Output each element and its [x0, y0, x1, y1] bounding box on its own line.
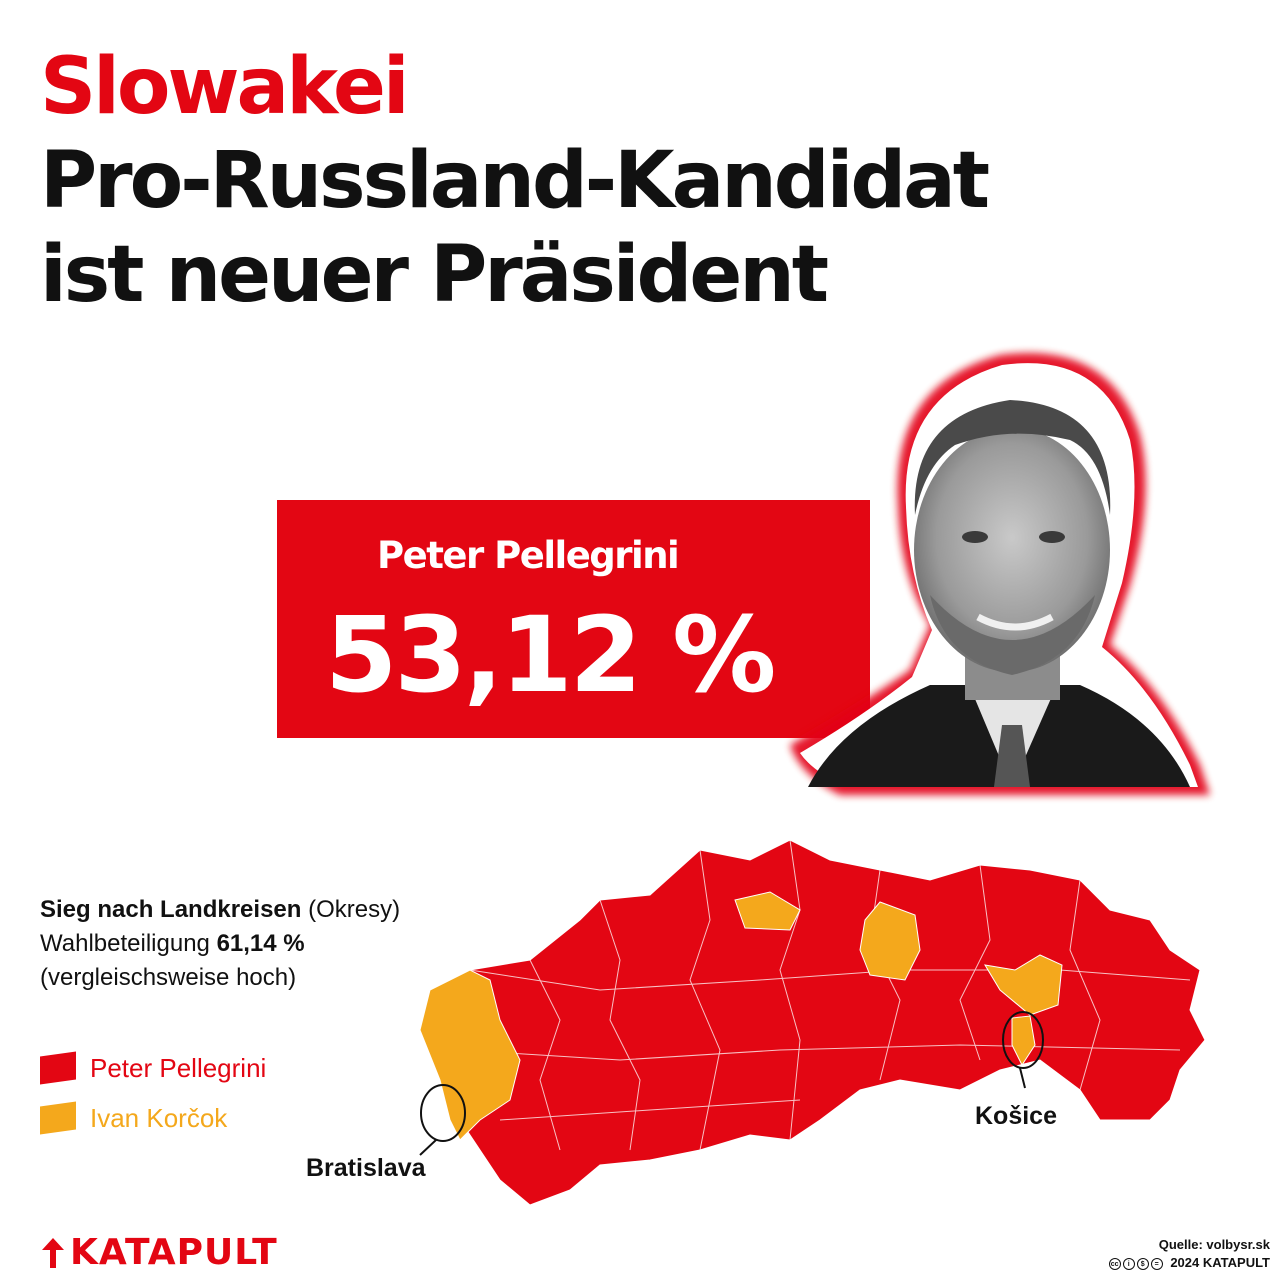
slovakia-district-map: [419, 839, 1206, 1206]
headline-kicker: Slowakei: [40, 42, 410, 132]
city-label-bratislava: Bratislava: [306, 1154, 426, 1182]
map-korcok-west: [419, 969, 521, 1141]
source-credits: Quelle: volbysr.sk cc i $ = 2024 KATAPUL…: [1108, 1236, 1270, 1272]
map-title-suffix: (Okresy): [308, 896, 401, 923]
turnout-label: Wahlbeteiligung: [40, 930, 210, 957]
map-korcok-kosice: [1011, 1015, 1036, 1067]
katapult-logo: KATAPULT: [40, 1232, 278, 1273]
copyright-line: cc i $ = 2024 KATAPULT: [1108, 1254, 1270, 1272]
turnout-line: Wahlbeteiligung 61,14 %: [40, 927, 400, 961]
map-korcok-north-2: [859, 901, 921, 981]
map-title-main: Sieg nach Landkreisen: [40, 896, 302, 923]
map-title: Sieg nach Landkreisen (Okresy): [40, 893, 400, 927]
headline-line-2: ist neuer Präsident: [40, 230, 829, 320]
map-legend-info: Sieg nach Landkreisen (Okresy) Wahlbetei…: [40, 893, 400, 995]
legend-item-pellegrini: Peter Pellegrini: [40, 1043, 266, 1093]
map-legend: Peter Pellegrini Ivan Korčok: [40, 1043, 266, 1143]
brand-name: KATAPULT: [70, 1232, 278, 1273]
legend-item-korcok: Ivan Korčok: [40, 1093, 266, 1143]
turnout-note: (vergleischsweise hoch): [40, 964, 297, 991]
kosice-marker: [1002, 1011, 1044, 1069]
city-label-kosice: Košice: [975, 1102, 1057, 1130]
nc-icon: $: [1136, 1257, 1149, 1270]
headline: Slowakei Pro-Russland-Kandidat ist neuer…: [40, 40, 990, 322]
legend-label-korcok: Ivan Korčok: [90, 1102, 228, 1133]
winner-name: Peter Pellegrini: [377, 534, 680, 577]
candidate-portrait: [790, 352, 1210, 795]
turnout-value: 61,14 %: [216, 930, 305, 957]
headline-line-1: Pro-Russland-Kandidat: [40, 136, 990, 226]
creative-commons-icons: cc i $ =: [1108, 1257, 1163, 1270]
katapult-logo-icon: [42, 1237, 64, 1268]
map-pellegrini-districts: [419, 839, 1206, 1206]
legend-swatch-red: [40, 1051, 76, 1085]
map-korcok-north-1: [734, 891, 801, 931]
winner-percentage: 53,12 %: [325, 594, 776, 716]
nd-icon: =: [1150, 1257, 1163, 1270]
by-icon: i: [1122, 1257, 1135, 1270]
legend-swatch-yellow: [40, 1101, 76, 1135]
bratislava-marker: [420, 1084, 466, 1142]
copyright-text: 2024 KATAPULT: [1170, 1255, 1270, 1270]
source-text: Quelle: volbysr.sk: [1158, 1237, 1270, 1252]
result-box: Peter Pellegrini 53,12 %: [277, 500, 870, 738]
cc-icon: cc: [1108, 1257, 1121, 1270]
legend-label-pellegrini: Peter Pellegrini: [90, 1052, 267, 1083]
map-korcok-east: [984, 954, 1063, 1016]
